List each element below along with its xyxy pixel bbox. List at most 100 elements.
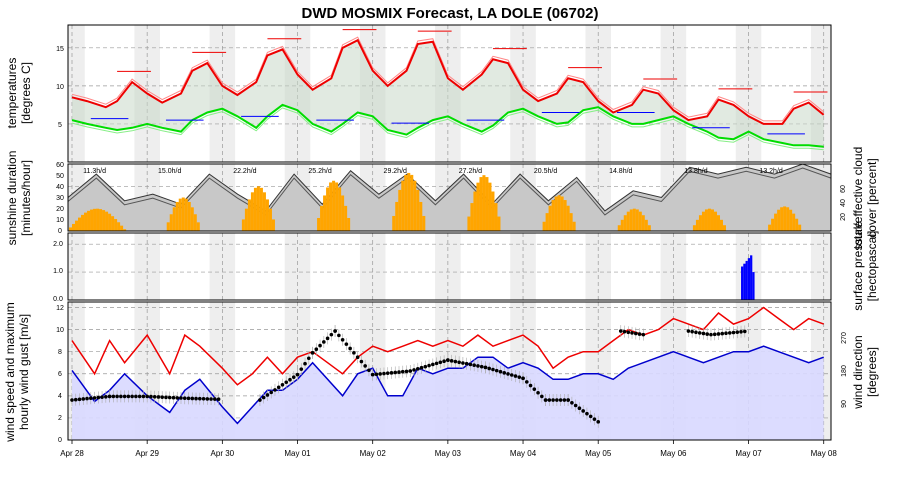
sunshine-bar — [722, 225, 726, 231]
sunshine-bar — [196, 222, 200, 231]
sunshine-tick-10: 10 — [56, 217, 64, 224]
sunshine-tick-50: 50 — [56, 173, 64, 180]
pressure-right-label-line2: [hectopascal] — [865, 231, 879, 302]
direction-point — [532, 387, 537, 391]
precipitation-bar — [750, 255, 753, 300]
direction-point — [167, 395, 172, 400]
wind-ylabel-line1: wind speed and maximum — [3, 302, 17, 442]
precip-tick-2: 2.0 — [53, 241, 63, 248]
sunshine-bar — [792, 213, 796, 231]
night-band — [68, 233, 85, 300]
sunshine-bar — [108, 213, 112, 231]
direction-point — [96, 395, 101, 400]
direction-point — [547, 398, 552, 402]
sunshine-bar — [193, 214, 197, 231]
sunshine-bar — [256, 186, 260, 231]
sunshine-bar — [326, 187, 330, 231]
sunshine-bar — [244, 208, 248, 231]
sunshine-bar — [341, 195, 345, 231]
direction-point — [524, 380, 529, 384]
temperature-tick-10: 10 — [56, 84, 64, 91]
direction-point — [562, 398, 567, 402]
direction-point — [570, 400, 574, 405]
direction-point — [152, 394, 157, 399]
sunshine-bar — [190, 207, 194, 231]
sunshine-frame — [67, 163, 832, 232]
precipitation-series — [741, 255, 755, 300]
sunshine-bar — [250, 192, 254, 231]
direction-point — [352, 351, 356, 355]
sunshine-bar — [398, 189, 402, 231]
direction-point — [585, 411, 589, 416]
direction-point — [697, 331, 702, 335]
x-axis: Apr 28 Apr 29 Apr 30 May 01 May 02 May 03 May … — [60, 440, 837, 458]
sunshine-bar — [422, 215, 426, 231]
sunshine-bar — [166, 222, 170, 231]
sunshine-bar — [253, 187, 257, 231]
direction-point — [423, 364, 428, 369]
sunshine-bar — [777, 209, 781, 231]
direction-point — [543, 398, 548, 402]
direction-point — [81, 397, 86, 401]
direction-point — [92, 396, 97, 400]
sunshine-bar — [268, 208, 272, 231]
temperature-range-area — [72, 40, 824, 147]
direction-point — [724, 331, 728, 336]
sunshine-bar — [247, 199, 251, 231]
direction-point — [633, 331, 638, 336]
x-tick-label: May 04 — [510, 449, 537, 458]
sunshine-daily-total: 14.8h/d — [609, 168, 632, 175]
sunshine-daily-total: 20.5h/d — [534, 168, 557, 175]
direction-point — [344, 342, 349, 346]
precipitation-panel: 0.0 1.0 2.0 surface pressure [hectopasca… — [53, 221, 879, 311]
total-cloud-line — [67, 163, 832, 212]
direction-tick-90: 90 — [841, 400, 848, 408]
direction-point — [149, 394, 153, 399]
sunshine-daily-total: 25.2h/d — [308, 168, 331, 175]
direction-point — [472, 363, 476, 367]
direction-point — [171, 395, 176, 400]
direction-point — [566, 398, 570, 402]
direction-point — [521, 376, 525, 381]
sunshine-bar — [344, 205, 348, 231]
direction-point — [322, 340, 326, 344]
sunshine-bar — [470, 203, 474, 231]
direction-point — [370, 372, 375, 377]
direction-point — [318, 343, 322, 348]
sunshine-bar — [647, 225, 651, 231]
sunshine-bar — [404, 174, 408, 231]
sunshine-bar — [169, 214, 173, 231]
sunshine-bar — [707, 208, 711, 231]
sunshine-panel: 11.3h/d 15.0h/d 22.2h/d 25.2h/d 29.2h/d 27.2h… — [5, 147, 879, 250]
direction-point — [367, 368, 371, 373]
wind-ylabel-line2: hourly wind gust [m/s] — [17, 314, 31, 430]
sunshine-bar — [560, 196, 564, 231]
direction-point — [528, 383, 533, 388]
precipitation-frame — [67, 232, 832, 301]
direction-point — [641, 332, 646, 337]
sunshine-bar — [68, 227, 72, 231]
precipitation-day-bands — [68, 233, 831, 300]
x-tick-label: Apr 29 — [135, 449, 159, 458]
temperature-tick-5: 5 — [58, 122, 62, 129]
direction-right-label-line2: [degrees] — [865, 347, 879, 397]
wind-tick-10: 10 — [56, 327, 64, 334]
direction-point — [363, 364, 367, 368]
sunshine-bar — [554, 196, 558, 231]
sunshine-bar — [93, 208, 97, 231]
sunshine-bar — [413, 180, 417, 231]
direction-point — [115, 394, 119, 399]
direction-point — [457, 360, 461, 365]
direction-point — [434, 361, 439, 366]
direction-point — [540, 394, 544, 399]
sunshine-bar — [259, 187, 263, 231]
sunshine-bar — [410, 174, 414, 231]
sunshine-bar — [789, 209, 793, 231]
x-tick-label: May 02 — [360, 449, 387, 458]
direction-point — [306, 356, 311, 361]
sunshine-bar — [72, 223, 76, 231]
sunshine-bar — [241, 219, 245, 231]
sunshine-bar — [416, 189, 420, 231]
sunshine-bar — [323, 195, 327, 231]
direction-point — [141, 394, 146, 399]
